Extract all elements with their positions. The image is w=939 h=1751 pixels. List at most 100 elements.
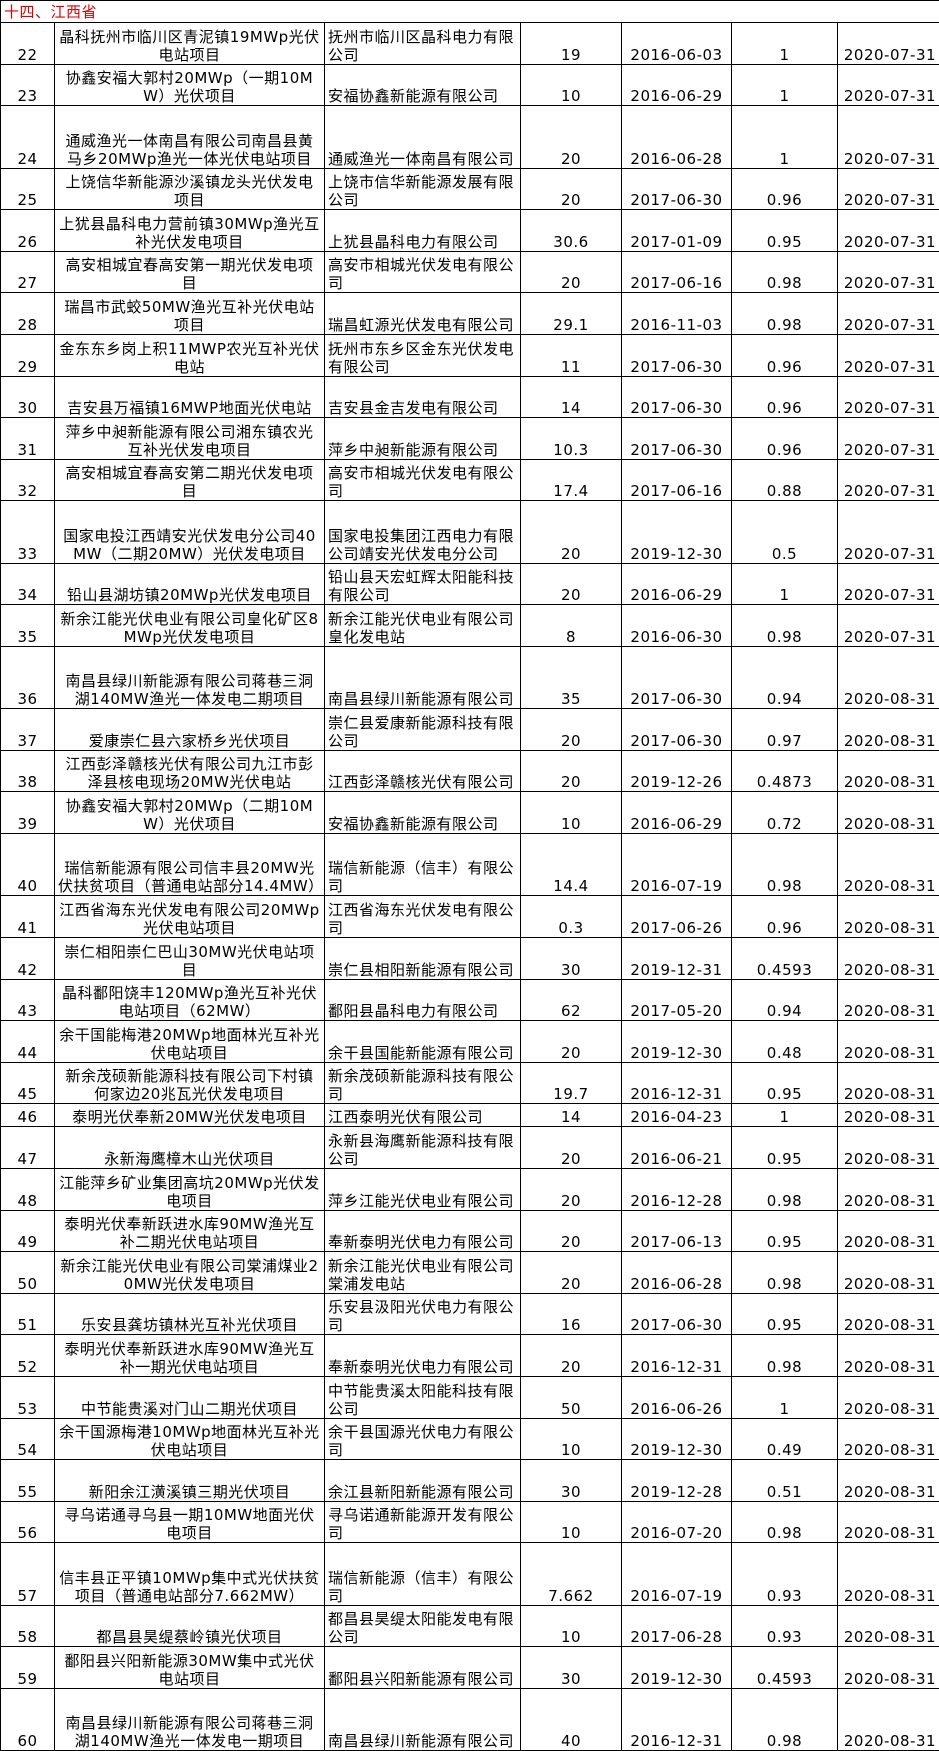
table-cell: 20 [520,1020,622,1063]
row-number: 24 [17,149,38,168]
table-cell: 2017-06-30 [621,167,732,211]
ratio: 0.72 [766,815,803,834]
table-cell: 寻乌诺通寻乌县一期10MW地面光伏电项目 [54,1500,325,1544]
company: 鄱阳县晶科电力有限公司 [328,1002,499,1021]
section-title: 十四、江西省 [4,2,98,21]
capacity: 10 [560,87,582,106]
table-cell: 2020-08-31 [836,833,939,897]
project-name: 崇仁相阳崇仁巴山30MW光伏电站项目 [64,942,315,979]
table-cell: 35 [520,645,622,710]
row-number: 51 [17,1316,38,1335]
grid-date: 2016-06-03 [630,45,723,64]
table-cell: 2016-06-28 [621,1251,732,1294]
table-cell: 1 [731,105,838,169]
project-name: 高安相城宜春高安第二期光伏发电项目 [65,464,314,501]
table-cell: 35 [0,604,55,647]
ratio: 0.98 [766,1274,803,1293]
table-cell: 爱康崇仁县六家桥乡光伏项目 [54,708,325,751]
company: 抚州市临川区晶科电力有限公司 [328,27,515,64]
table-cell: 46 [0,1103,55,1128]
company: 余江县新阳新能源有限公司 [328,1482,515,1501]
row-number: 41 [17,919,38,938]
grid-date: 2016-07-20 [630,1524,723,1543]
project-name: 晶科鄱阳饶丰120MWp渔光互补光伏电站项目（62MW） [62,984,317,1021]
grid-date: 2016-06-29 [630,815,723,834]
table-cell: 南昌县绿川新能源有限公司 [324,1687,521,1751]
project-name: 寻乌诺通寻乌县一期10MW地面光伏电项目 [64,1506,315,1543]
table-cell: 2019-12-26 [621,749,732,793]
table-cell: 20 [520,562,622,606]
ratio: 0.98 [766,274,803,293]
ratio: 0.49 [766,1441,803,1460]
deadline: 2020-08-31 [843,1108,937,1127]
table-cell: 0.93 [731,1542,838,1606]
grid-date: 2016-11-03 [630,315,723,334]
ratio: 0.96 [766,191,803,210]
table-cell: 49 [0,1209,55,1253]
company: 高安市相城光伏发电有限公司 [328,256,515,293]
table-cell: 0.96 [731,333,838,377]
table-cell: 56 [0,1500,55,1544]
table-cell: 2016-11-03 [621,292,732,335]
company: 吉安县金吉发电有限公司 [328,399,499,418]
row-number: 45 [17,1085,38,1104]
ratio: 0.4593 [756,960,813,979]
table-cell: 20 [520,1251,622,1294]
table-cell: 20 [520,105,622,169]
row-number: 23 [17,87,38,106]
capacity: 20 [560,1358,582,1376]
project-name: 泰明光伏奉新跃进水库90MW渔光互补一期光伏电站项目 [64,1340,315,1376]
table-row: 44 余干国能梅港20MWp地面林光互补光伏电站项目 余干县国能新能源有限公司 20 2… [0,1020,939,1063]
capacity: 20 [560,773,582,792]
capacity: 50 [560,1399,582,1418]
company: 瑞信新能源（信丰）有限公司 [328,1568,515,1605]
table-cell: 22 [0,22,55,65]
table-cell: 34 [0,562,55,606]
table-cell: 中节能贵溪对门山二期光伏项目 [54,1376,325,1419]
project-name: 都昌县昊缇蔡岭镇光伏项目 [96,1628,283,1647]
project-name: 铅山县湖坊镇20MWp光伏发电项目 [67,586,312,605]
table-cell: 10 [520,791,622,835]
row-number: 28 [17,315,38,334]
table-cell: 新阳余江潢溪镇三期光伏项目 [54,1459,325,1502]
table-cell: 2016-06-30 [621,604,732,647]
deadline: 2020-07-31 [843,544,937,563]
table-cell: 泰明光伏奉新跃进水库90MW渔光互补二期光伏电站项目 [54,1209,325,1253]
capacity: 20 [560,586,582,605]
grid-date: 2016-12-28 [630,1191,723,1210]
project-name: 永新海鹰樟木山光伏项目 [104,1150,275,1169]
table-cell: 2020-08-31 [836,1209,939,1253]
project-name: 上犹县晶科电力营前镇30MWp渔光互补光伏发电项目 [59,214,320,251]
capacity: 0.3 [558,919,584,938]
table-row: 36 南昌县绿川新能源有限公司蒋巷三洞湖140MW渔光一体发电二期项目 南昌县绿川新… [0,645,939,710]
table-cell: 2020-07-31 [836,375,939,419]
row-number: 25 [17,191,38,210]
project-name: 南昌县绿川新能源有限公司蒋巷三洞湖140MW渔光一体发电一期项目 [65,1714,314,1751]
table-row: 23 协鑫安福大郭村20MWp（一期10MW）光伏项目 安福协鑫新能源有限公司 10 2… [0,63,939,107]
table-cell: 19.7 [520,1061,622,1105]
deadline: 2020-08-31 [843,773,937,792]
table-cell: 2020-08-31 [836,1103,939,1128]
capacity: 10 [560,1524,582,1543]
project-name: 信丰县正平镇10MWp集中式光伏扶贫项目（普通电站部分7.662MW） [59,1568,320,1605]
ratio: 0.96 [766,357,803,376]
project-name: 瑞昌市武蛟50MW渔光互补光伏电站项目 [64,297,315,334]
table-cell: 0.49 [731,1417,838,1461]
capacity: 14 [560,1108,582,1127]
table-cell: 20 [520,749,622,793]
grid-date: 2016-12-31 [630,1732,723,1751]
table-cell: 0.98 [731,292,838,335]
project-name: 泰明光伏奉新跃进水库90MW渔光互补二期光伏电站项目 [64,1215,315,1252]
table-cell: 2016-07-20 [621,1500,732,1544]
ratio: 0.93 [766,1628,803,1647]
table-cell: 20 [520,167,622,211]
project-name: 新余江能光伏电业有限公司棠浦煤业20MW光伏发电项目 [60,1256,319,1293]
table-row: 48 江能萍乡矿业集团高坑20MWp光伏发电项目 萍乡江能光伏电业有限公司 20 201… [0,1168,939,1211]
table-cell: 2016-06-29 [621,791,732,835]
table-row: 27 高安相城宜春高安第一期光伏发电项目 高安市相城光伏发电有限公司 20 2017-0… [0,250,939,294]
table-cell: 0.96 [731,375,838,419]
table-cell: 余干国能梅港20MWp地面林光互补光伏电站项目 [54,1020,325,1063]
